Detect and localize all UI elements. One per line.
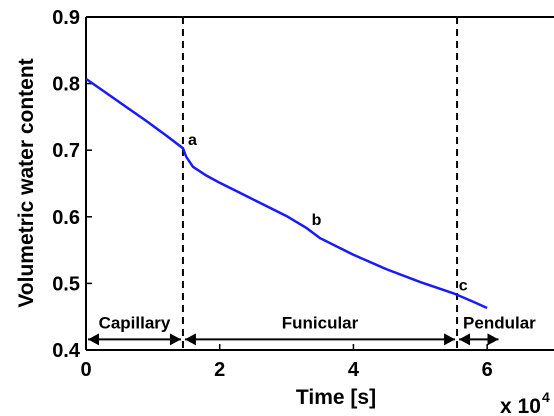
arrow-head-left: [88, 333, 99, 346]
y-axis-label: Volumetric water content: [15, 58, 38, 307]
region-label-capillary: Capillary: [99, 313, 171, 332]
y-tick-label: 0.8: [52, 74, 80, 96]
x-tick-label: 4: [348, 359, 360, 381]
arrow-head-right: [444, 333, 456, 346]
series-line: [85, 77, 488, 310]
arrow-head-left: [459, 333, 471, 346]
x-tick-label: 6: [482, 359, 493, 381]
y-tick-label: 0.6: [52, 207, 80, 229]
y-tick-label: 0.9: [52, 7, 80, 29]
svg-text:4: 4: [542, 389, 550, 405]
region-label-funicular: Funicular: [282, 313, 359, 332]
y-tick-label: 0.4: [52, 340, 81, 362]
x-axis-label: Time [s]: [296, 386, 376, 409]
arrow-head-right: [487, 333, 499, 346]
svg-text:x 10: x 10: [500, 395, 541, 416]
point-label-a: a: [188, 132, 197, 149]
region-label-pendular: Pendular: [463, 313, 536, 332]
x-tick-label: 2: [214, 359, 225, 381]
point-label-c: c: [459, 277, 468, 294]
arrow-head-right: [169, 333, 181, 346]
y-tick-label: 0.5: [52, 273, 80, 295]
x-tick-label: 0: [80, 359, 91, 381]
arrow-head-left: [184, 333, 196, 346]
y-tick-label: 0.7: [52, 140, 80, 162]
point-label-b: b: [312, 212, 322, 229]
x-axis-multiplier: x 10 4: [500, 389, 550, 416]
